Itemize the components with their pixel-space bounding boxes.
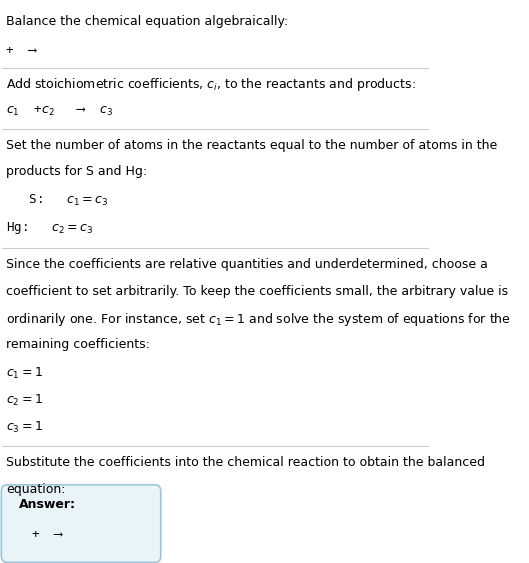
Text: +  ⟶: + ⟶ xyxy=(6,44,37,57)
Text: S:   $c_1 = c_3$: S: $c_1 = c_3$ xyxy=(6,193,108,208)
Text: remaining coefficients:: remaining coefficients: xyxy=(6,338,150,351)
Text: Substitute the coefficients into the chemical reaction to obtain the balanced: Substitute the coefficients into the che… xyxy=(6,457,486,470)
Text: products for S and Hg:: products for S and Hg: xyxy=(6,166,148,178)
Text: ordinarily one. For instance, set $c_1 = 1$ and solve the system of equations fo: ordinarily one. For instance, set $c_1 =… xyxy=(6,311,512,328)
Text: coefficient to set arbitrarily. To keep the coefficients small, the arbitrary va: coefficient to set arbitrarily. To keep … xyxy=(6,285,508,298)
Text: $c_1 = 1$: $c_1 = 1$ xyxy=(6,366,43,381)
Text: +  ⟶: + ⟶ xyxy=(32,528,62,541)
FancyBboxPatch shape xyxy=(2,485,161,562)
Text: Balance the chemical equation algebraically:: Balance the chemical equation algebraica… xyxy=(6,15,289,28)
Text: Answer:: Answer: xyxy=(19,498,76,511)
Text: Since the coefficients are relative quantities and underdetermined, choose a: Since the coefficients are relative quan… xyxy=(6,258,488,271)
Text: Set the number of atoms in the reactants equal to the number of atoms in the: Set the number of atoms in the reactants… xyxy=(6,138,498,151)
Text: Hg:   $c_2 = c_3$: Hg: $c_2 = c_3$ xyxy=(6,220,94,236)
Text: $c_2 = 1$: $c_2 = 1$ xyxy=(6,393,43,408)
Text: Add stoichiometric coefficients, $c_i$, to the reactants and products:: Add stoichiometric coefficients, $c_i$, … xyxy=(6,76,416,93)
Text: $c_1$  +$c_2$   ⟶  $c_3$: $c_1$ +$c_2$ ⟶ $c_3$ xyxy=(6,105,114,118)
Text: $c_3 = 1$: $c_3 = 1$ xyxy=(6,419,43,435)
Text: equation:: equation: xyxy=(6,483,66,496)
